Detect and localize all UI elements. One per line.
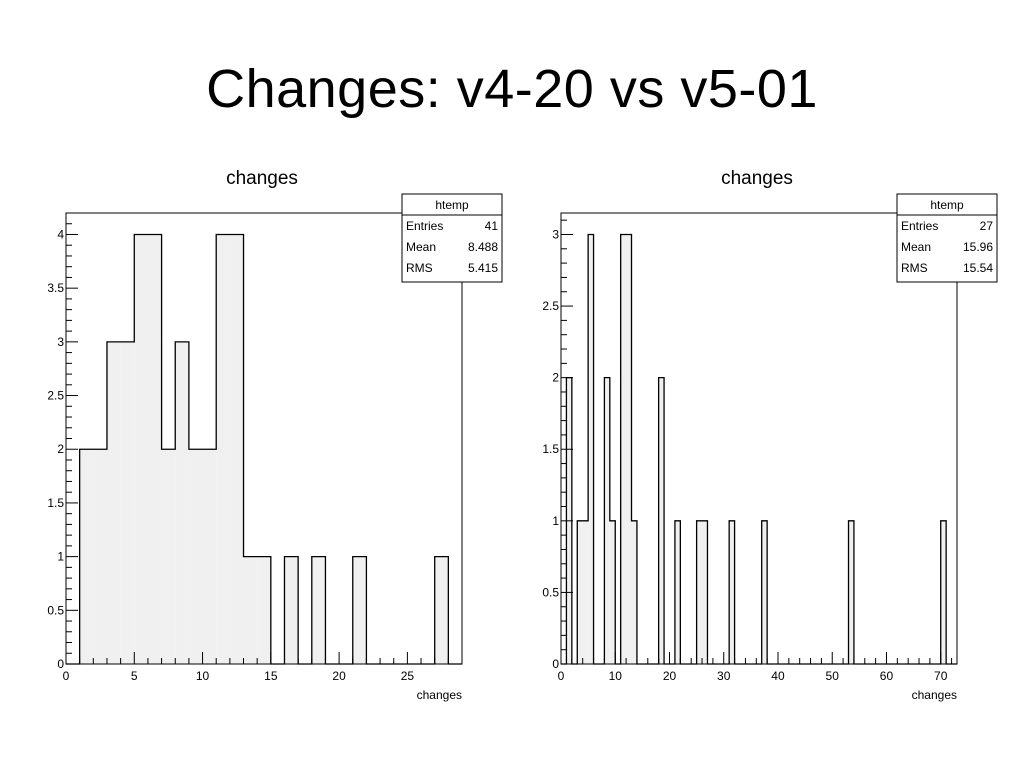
histogram-bar: [284, 556, 299, 664]
histogram-bar: [940, 520, 947, 664]
y-tick-label: 0.5: [542, 585, 559, 599]
x-tick-label: 60: [880, 669, 894, 683]
y-tick-label: 1.5: [47, 496, 64, 510]
x-tick-label: 15: [264, 669, 278, 683]
stats-box: [896, 193, 998, 283]
y-tick-label: 3: [57, 335, 64, 349]
x-tick-label: 40: [771, 669, 785, 683]
histogram-bar: [147, 234, 162, 664]
y-tick-label: 3: [552, 227, 559, 241]
histogram-bar: [216, 234, 230, 664]
x-tick-label: 0: [558, 669, 565, 683]
x-tick-label: 70: [934, 669, 948, 683]
histogram-bar: [243, 556, 258, 664]
histogram-bar: [120, 341, 135, 664]
x-tick-label: 10: [196, 669, 210, 683]
x-tick-label: 10: [609, 669, 623, 683]
stats-label: Entries: [901, 219, 938, 233]
stats-value: 5.415: [468, 261, 498, 275]
histogram-bar: [106, 341, 121, 664]
histogram-bar: [696, 520, 703, 664]
x-tick-label: 5: [131, 669, 138, 683]
y-tick-label: 2: [552, 371, 559, 385]
plot-frame: [560, 212, 958, 665]
histogram-bar: [134, 234, 148, 664]
stats-value: 27: [980, 219, 994, 233]
stats-value: 15.96: [963, 240, 993, 254]
stats-label: Mean: [901, 240, 931, 254]
histogram-bar: [658, 377, 665, 664]
histogram-bar: [93, 449, 107, 664]
histogram-bar: [257, 556, 271, 664]
x-axis-title: changes: [912, 688, 957, 702]
x-tick-label: 50: [826, 669, 840, 683]
histogram-bar: [582, 520, 589, 664]
y-tick-label: 0.5: [47, 603, 64, 617]
stats-value: 8.488: [468, 240, 498, 254]
stats-label: Mean: [406, 240, 436, 254]
histogram-bar: [674, 520, 681, 664]
stats-title: htemp: [930, 198, 964, 212]
y-tick-label: 0: [552, 657, 559, 671]
x-tick-label: 25: [401, 669, 415, 683]
histogram-bar: [229, 234, 244, 664]
histogram-bar: [609, 520, 616, 664]
histogram-bar: [631, 520, 637, 664]
x-tick-label: 20: [332, 669, 346, 683]
histogram-bar: [761, 520, 768, 664]
histogram-bar: [161, 449, 176, 664]
y-tick-label: 2.5: [47, 389, 64, 403]
stats-value: 15.54: [963, 261, 993, 275]
x-axis-title: changes: [417, 688, 462, 702]
histogram-bar: [188, 449, 203, 664]
histogram-bar: [588, 234, 594, 664]
stats-value: 41: [485, 219, 499, 233]
chart-title: changes: [226, 168, 298, 189]
stats-label: Entries: [406, 219, 443, 233]
y-tick-label: 1: [57, 550, 64, 564]
histogram-bar: [848, 520, 854, 664]
y-tick-label: 1: [552, 514, 559, 528]
histogram-bar: [202, 449, 217, 664]
x-tick-label: 20: [663, 669, 677, 683]
stats-label: RMS: [901, 261, 928, 275]
y-tick-label: 4: [57, 227, 64, 241]
x-tick-label: 30: [717, 669, 731, 683]
stats-label: RMS: [406, 261, 433, 275]
x-tick-label: 0: [63, 669, 70, 683]
y-tick-label: 0: [57, 657, 64, 671]
histogram-bar: [620, 234, 627, 664]
y-tick-label: 3.5: [47, 281, 64, 295]
y-tick-label: 2.5: [542, 299, 559, 313]
slide-title: Changes: v4-20 vs v5-01: [206, 59, 818, 119]
y-tick-label: 2: [57, 442, 64, 456]
histogram-bar: [352, 556, 367, 664]
y-tick-label: 1.5: [542, 442, 559, 456]
histogram-bar: [79, 449, 94, 664]
histogram-bar: [729, 520, 735, 664]
histogram-bar: [175, 341, 189, 664]
stats-title: htemp: [435, 198, 469, 212]
histogram-bars: [79, 234, 449, 664]
histogram-bar: [604, 377, 610, 664]
histogram-bars: [566, 234, 947, 664]
histogram-bar: [311, 556, 326, 664]
histogram-bar: [434, 556, 449, 664]
stats-box: [401, 193, 503, 283]
histogram-bar: [702, 520, 708, 664]
chart-title: changes: [721, 168, 793, 189]
histogram-bar: [626, 234, 632, 664]
histogram-outline: [561, 233, 957, 665]
histogram-bar: [577, 520, 583, 664]
